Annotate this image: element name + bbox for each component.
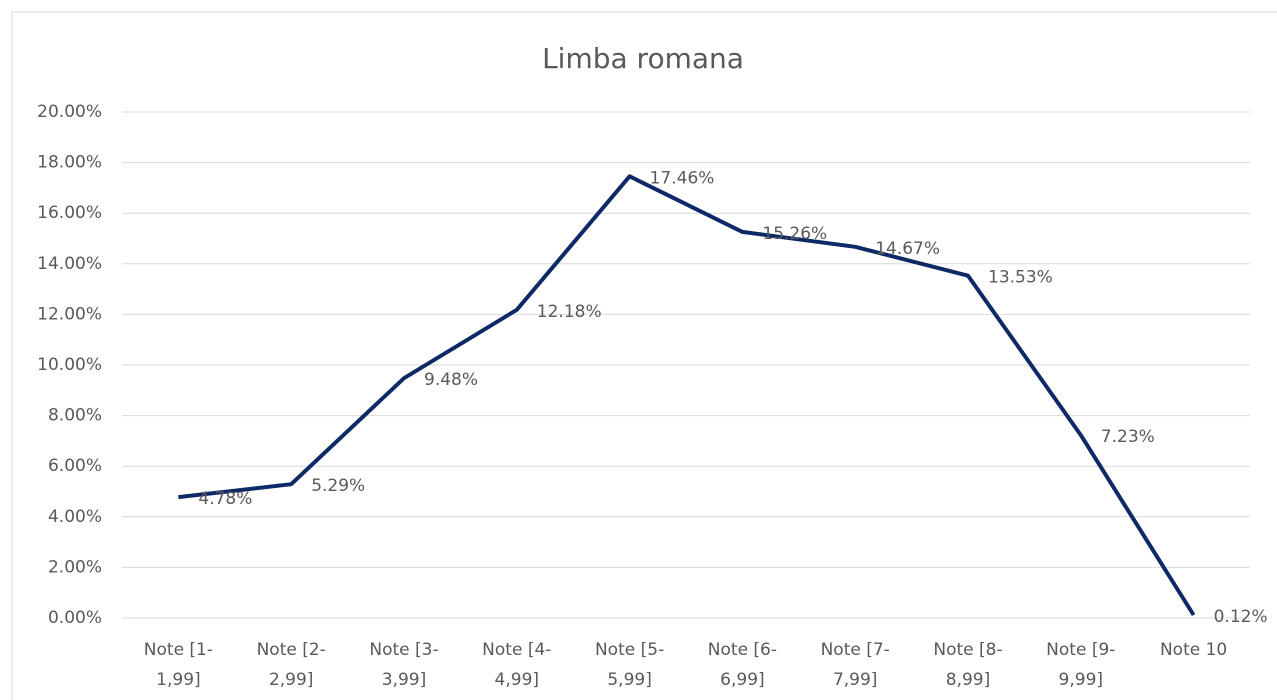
data-label: 15.26% bbox=[762, 224, 827, 244]
data-label: 13.53% bbox=[988, 268, 1053, 288]
data-line bbox=[178, 174, 1196, 617]
x-tick-label: 6,99] bbox=[720, 670, 764, 690]
x-tick-label: 4,99] bbox=[495, 670, 539, 690]
data-label: 9.48% bbox=[424, 370, 478, 390]
x-tick-label: Note [1- bbox=[144, 640, 213, 660]
y-tick-label: 14.00% bbox=[37, 254, 102, 274]
y-tick-label: 10.00% bbox=[37, 355, 102, 375]
data-label: 0.12% bbox=[1214, 607, 1268, 627]
data-label: 5.29% bbox=[311, 476, 365, 496]
data-label: 14.67% bbox=[875, 239, 940, 259]
x-tick-label: 8,99] bbox=[946, 670, 990, 690]
x-tick-label: Note [4- bbox=[482, 640, 551, 660]
chart-frame bbox=[11, 11, 1277, 700]
chart-title: Limba romana bbox=[542, 42, 744, 75]
data-label: 17.46% bbox=[650, 168, 715, 188]
x-tick-label: Note [2- bbox=[257, 640, 326, 660]
x-tick-label: 1,99] bbox=[156, 670, 200, 690]
y-tick-label: 12.00% bbox=[37, 304, 102, 324]
x-tick-label: 2,99] bbox=[269, 670, 313, 690]
x-tick-label: 9,99] bbox=[1059, 670, 1103, 690]
y-tick-label: 18.00% bbox=[37, 153, 102, 173]
x-tick-label: 5,99] bbox=[607, 670, 651, 690]
x-tick-label: Note [3- bbox=[369, 640, 438, 660]
data-label: 7.23% bbox=[1101, 427, 1155, 447]
y-tick-label: 0.00% bbox=[48, 608, 102, 628]
x-tick-label: Note [5- bbox=[595, 640, 664, 660]
x-tick-label: Note [6- bbox=[708, 640, 777, 660]
x-tick-label: Note [7- bbox=[821, 640, 890, 660]
y-tick-label: 4.00% bbox=[48, 507, 102, 527]
y-tick-label: 2.00% bbox=[48, 557, 102, 577]
data-label: 12.18% bbox=[537, 302, 602, 322]
y-tick-label: 8.00% bbox=[48, 406, 102, 426]
data-label: 4.78% bbox=[198, 489, 252, 509]
y-tick-label: 6.00% bbox=[48, 456, 102, 476]
x-tick-label: Note [9- bbox=[1046, 640, 1115, 660]
y-tick-label: 16.00% bbox=[37, 203, 102, 223]
x-tick-label: Note 10 bbox=[1160, 640, 1227, 660]
y-tick-label: 20.00% bbox=[37, 102, 102, 122]
x-tick-label: Note [8- bbox=[933, 640, 1002, 660]
x-tick-label: 7,99] bbox=[833, 670, 877, 690]
x-tick-label: 3,99] bbox=[382, 670, 426, 690]
